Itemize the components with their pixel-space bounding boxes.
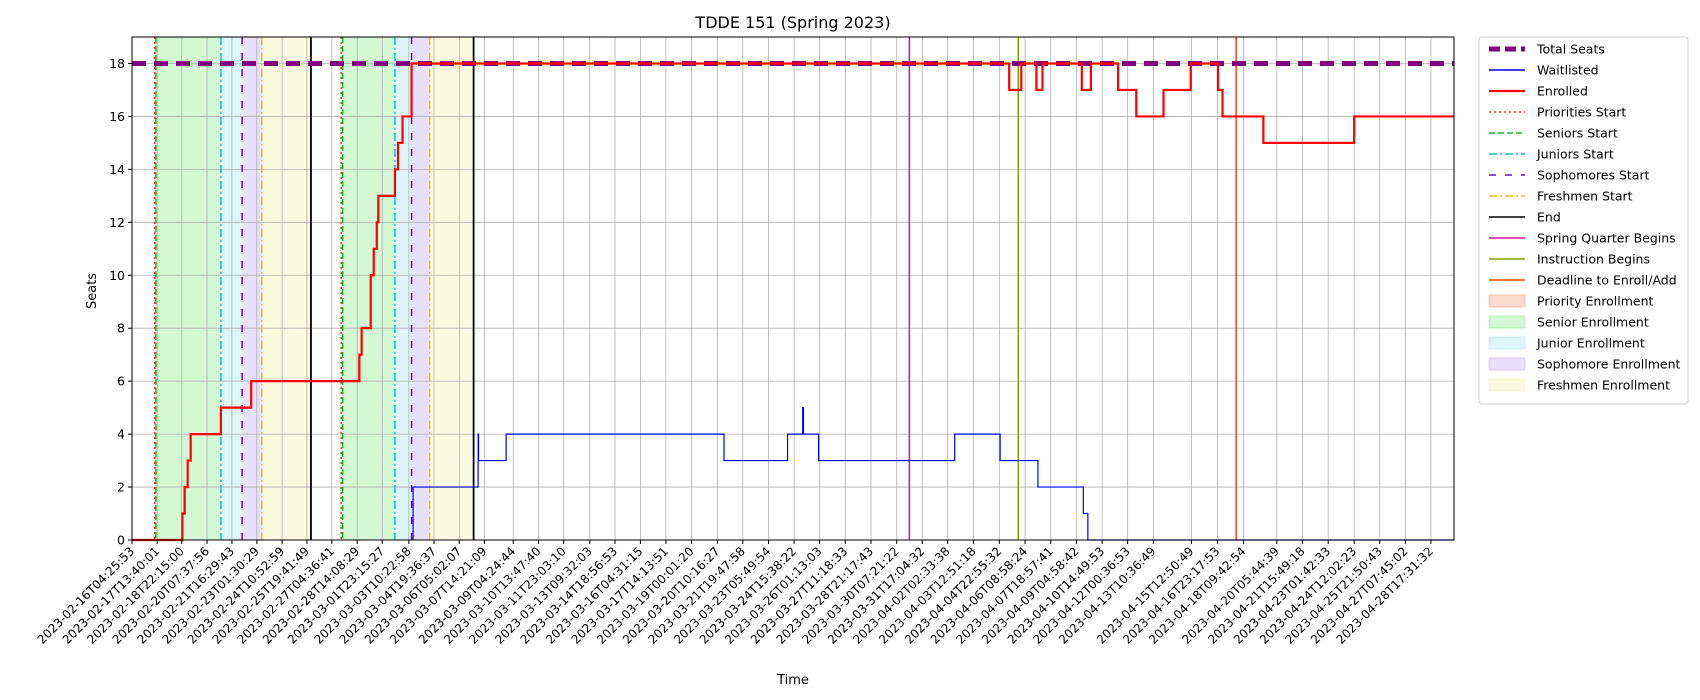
legend-sophomore-enrollment-label: Sophomore Enrollment: [1537, 357, 1681, 372]
legend-priority-enrollment-swatch: [1488, 294, 1526, 308]
legend-freshmen-enrollment-swatch: [1488, 378, 1526, 392]
legend-box: [1478, 36, 1689, 405]
plot-frame: [131, 36, 1455, 541]
legend-senior-enrollment-label: Senior Enrollment: [1537, 315, 1649, 330]
legend-sophomore-enrollment-swatch: [1488, 357, 1526, 371]
series-lines: [132, 60, 1454, 542]
legend-juniors-start-label: Juniors Start: [1536, 147, 1614, 162]
y-tick-label: 8: [117, 321, 125, 336]
legend-junior-enrollment-swatch: [1488, 336, 1526, 350]
y-axis-ticks: 0 2 4 6 8 10 12 14 16 18: [109, 56, 132, 548]
legend-waitlisted-label: Waitlisted: [1537, 63, 1599, 78]
legend: Total Seats Waitlisted Enrolled Priorities …: [1478, 36, 1689, 405]
legend-deadline-to-enroll-add-label: Deadline to Enroll/Add: [1537, 273, 1677, 288]
legend-end-label: End: [1537, 210, 1561, 225]
series-waitlisted: [412, 407, 1454, 541]
period-senior-enrollment: [342, 37, 395, 540]
legend-enrolled-label: Enrolled: [1537, 84, 1588, 99]
y-tick-label: 0: [117, 533, 125, 548]
y-tick-label: 6: [117, 374, 125, 389]
x-axis-label: Time: [776, 673, 809, 688]
period-priority-enrollment: [341, 37, 343, 540]
legend-instruction-begins-label: Instruction Begins: [1537, 252, 1650, 267]
chart-title: TDDE 151 (Spring 2023): [694, 13, 890, 32]
period-sophomore-enrollment: [242, 37, 262, 540]
y-axis-label: Seats: [85, 273, 100, 309]
period-senior-enrollment: [155, 37, 221, 540]
y-tick-label: 10: [109, 268, 125, 283]
legend-spring-quarter-begins-label: Spring Quarter Begins: [1537, 231, 1676, 246]
period-junior-enrollment: [394, 37, 412, 540]
y-tick-label: 12: [109, 215, 125, 230]
y-tick-label: 4: [117, 427, 125, 442]
y-tick-label: 16: [109, 109, 125, 124]
y-tick-label: 2: [117, 480, 125, 495]
legend-total-seats-label: Total Seats: [1536, 42, 1605, 57]
legend-senior-enrollment-swatch: [1488, 315, 1526, 329]
legend-freshmen-start-label: Freshmen Start: [1537, 189, 1633, 204]
y-tick-label: 18: [109, 56, 125, 71]
x-axis-ticks: 2023-02-16T04:25:532023-02-17T13:40:0120…: [35, 540, 1436, 647]
legend-sophomores-start-label: Sophomores Start: [1537, 168, 1650, 183]
legend-freshmen-enrollment-label: Freshmen Enrollment: [1537, 378, 1670, 393]
legend-seniors-start-label: Seniors Start: [1537, 126, 1618, 141]
legend-priority-enrollment-label: Priority Enrollment: [1537, 294, 1654, 309]
grid-lines: [131, 37, 1454, 541]
enrollment-periods: [154, 37, 474, 540]
event-lines: [153, 37, 1237, 540]
period-freshmen-enrollment: [261, 37, 311, 540]
period-sophomore-enrollment: [411, 37, 430, 540]
legend-junior-enrollment-label: Junior Enrollment: [1536, 336, 1645, 351]
y-tick-label: 14: [109, 162, 125, 177]
legend-priorities-start-label: Priorities Start: [1537, 105, 1626, 120]
series-enrolled: [132, 62, 1454, 542]
period-freshmen-enrollment: [429, 37, 474, 540]
